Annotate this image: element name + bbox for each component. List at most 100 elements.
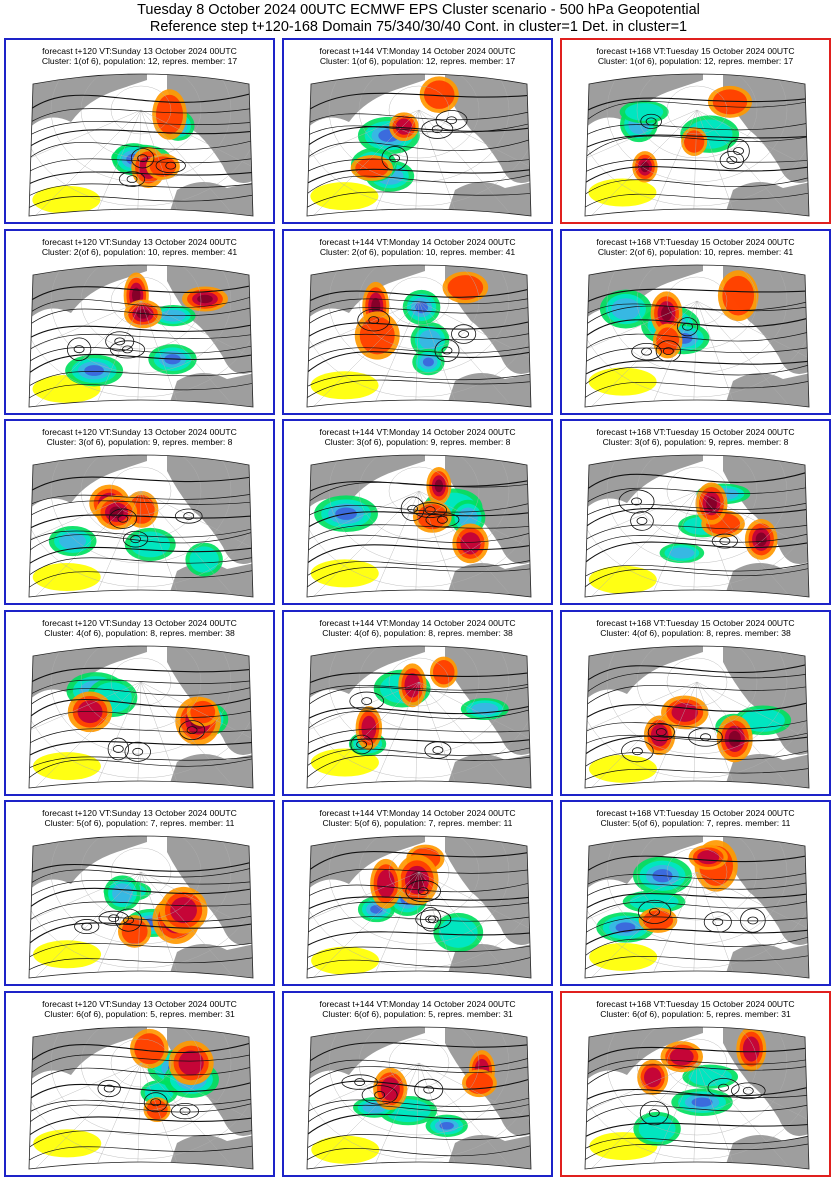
geopotential-contour bbox=[307, 501, 531, 521]
cluster-info-label: Cluster: 6(of 6), population: 5, repres.… bbox=[322, 1009, 513, 1019]
geopotential-contour bbox=[29, 121, 253, 140]
anomaly-map bbox=[584, 73, 810, 217]
land-area bbox=[29, 455, 147, 511]
geopotential-contour bbox=[307, 558, 531, 581]
anomaly-contour bbox=[355, 157, 389, 179]
geopotential-contour bbox=[307, 1055, 531, 1081]
forecast-time-label: forecast t+120 VT:Sunday 13 October 2024… bbox=[42, 427, 237, 437]
graticule-line bbox=[50, 836, 232, 945]
graticule-line bbox=[29, 1027, 253, 1160]
map-frame bbox=[28, 73, 254, 217]
geopotential-contour bbox=[183, 512, 195, 520]
forecast-panel: forecast t+144 VT:Monday 14 October 2024… bbox=[282, 229, 553, 415]
geopotential-contour bbox=[307, 901, 531, 926]
geopotential-contour bbox=[29, 922, 253, 950]
geopotential-contour bbox=[434, 339, 460, 362]
graticule-line bbox=[633, 681, 698, 788]
land-area bbox=[307, 836, 425, 892]
geopotential-contour bbox=[707, 1078, 740, 1098]
anomaly-contour bbox=[691, 1097, 713, 1107]
geopotential-contour bbox=[585, 1103, 809, 1129]
geopotential-contour bbox=[307, 868, 531, 890]
geopotential-contour bbox=[703, 911, 732, 933]
graticule-line bbox=[80, 265, 202, 350]
anomaly-map bbox=[584, 645, 810, 789]
anomaly-contour bbox=[84, 365, 104, 376]
geopotential-contour bbox=[740, 908, 766, 933]
anomaly-contour bbox=[149, 156, 177, 177]
geopotential-contour bbox=[637, 899, 672, 924]
graticule-line bbox=[388, 85, 450, 135]
land-area bbox=[167, 836, 253, 945]
geopotential-contour bbox=[719, 537, 731, 545]
graticule-line bbox=[696, 681, 752, 788]
geopotential-contour bbox=[585, 853, 809, 878]
graticule-line bbox=[355, 490, 420, 597]
geopotential-contour bbox=[636, 517, 648, 525]
geopotential-contour bbox=[307, 331, 531, 355]
graticule-line bbox=[140, 300, 196, 407]
graticule-line bbox=[585, 1027, 809, 1160]
geopotential-contour bbox=[417, 887, 429, 895]
land-area bbox=[585, 1027, 703, 1083]
geopotential-contour bbox=[639, 1100, 669, 1126]
geopotential-contour bbox=[307, 738, 531, 760]
graticule-line bbox=[80, 836, 202, 921]
geopotential-contour bbox=[108, 508, 138, 529]
geopotential-contour bbox=[74, 919, 100, 935]
geopotential-contour bbox=[451, 324, 477, 344]
anomaly-contour bbox=[404, 673, 421, 698]
anomaly-contour bbox=[644, 1067, 662, 1088]
graticule-line bbox=[691, 300, 698, 407]
anomaly-contour bbox=[146, 1100, 168, 1120]
geopotential-contour bbox=[630, 511, 654, 531]
graticule-line bbox=[140, 681, 196, 788]
geopotential-contour bbox=[307, 136, 531, 164]
geopotential-contour bbox=[585, 685, 809, 712]
anomaly-contour bbox=[669, 1048, 694, 1066]
geopotential-contour bbox=[307, 880, 531, 902]
map-frame bbox=[306, 264, 532, 408]
geopotential-contour bbox=[585, 288, 809, 307]
geopotential-contour bbox=[424, 506, 436, 515]
graticule-line bbox=[29, 646, 253, 779]
forecast-time-label: forecast t+168 VT:Tuesday 15 October 202… bbox=[596, 427, 795, 437]
anomaly-contour bbox=[740, 708, 785, 732]
graticule-line bbox=[29, 681, 142, 746]
anomaly-contour bbox=[59, 532, 87, 550]
geopotential-contour bbox=[307, 372, 531, 391]
cluster-info-label: Cluster: 1(of 6), population: 12, repres… bbox=[41, 56, 238, 66]
graticule-line bbox=[140, 1062, 247, 1169]
geopotential-contour bbox=[307, 530, 531, 557]
forecast-panel: forecast t+144 VT:Monday 14 October 2024… bbox=[282, 991, 553, 1177]
graticule-line bbox=[307, 1027, 531, 1160]
graticule-line bbox=[418, 1062, 531, 1136]
geopotential-contour bbox=[413, 502, 448, 518]
graticule-line bbox=[418, 681, 531, 755]
anomaly-contour bbox=[155, 94, 184, 135]
anomaly-contour bbox=[409, 871, 425, 889]
geopotential-contour bbox=[29, 283, 253, 307]
graticule-line bbox=[388, 466, 450, 516]
graticule-line bbox=[666, 276, 728, 326]
geopotential-contour bbox=[585, 121, 809, 140]
geopotential-contour bbox=[712, 918, 724, 926]
anomaly-contour bbox=[109, 506, 124, 519]
geopotential-contour bbox=[585, 315, 809, 343]
graticule-line bbox=[80, 1027, 202, 1112]
graticule-line bbox=[307, 646, 531, 779]
anomaly-map bbox=[306, 264, 532, 408]
graticule-line bbox=[418, 109, 531, 183]
graticule-line bbox=[328, 265, 510, 374]
geopotential-contour bbox=[143, 1092, 168, 1113]
geopotential-contour bbox=[374, 1091, 386, 1099]
anomaly-contour bbox=[638, 1115, 676, 1143]
geopotential-contour bbox=[585, 1134, 809, 1153]
geopotential-contour bbox=[307, 895, 531, 914]
geopotential-contour bbox=[350, 734, 373, 755]
graticule-line bbox=[355, 1062, 420, 1169]
geopotential-contour bbox=[307, 944, 531, 962]
anomaly-contour bbox=[611, 298, 641, 320]
geopotential-contour bbox=[631, 497, 642, 506]
geopotential-contour bbox=[29, 667, 253, 688]
